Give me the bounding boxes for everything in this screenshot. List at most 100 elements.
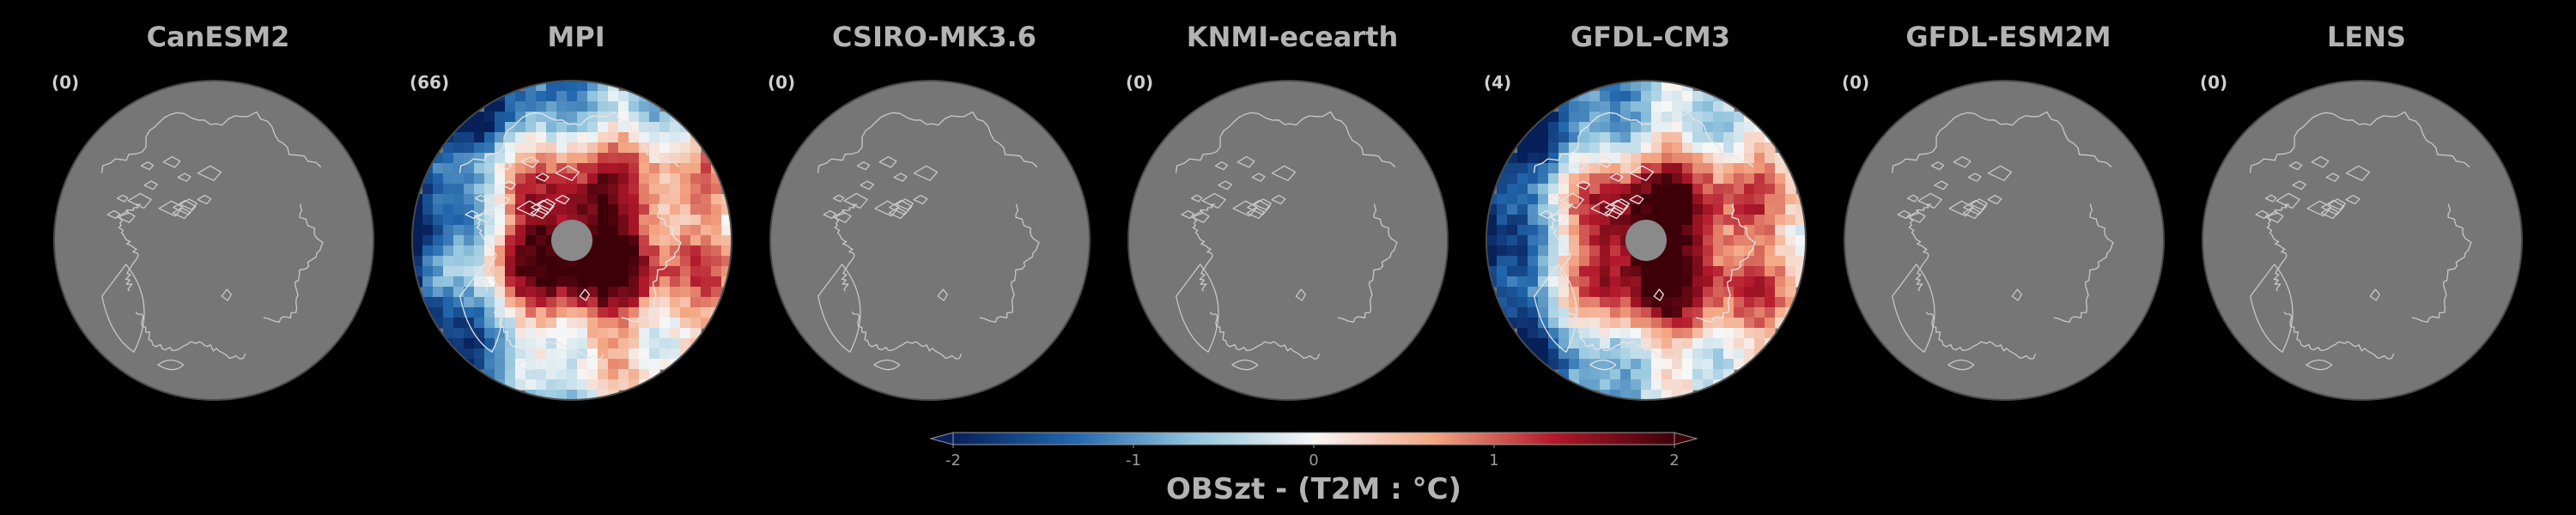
anomaly-cell xyxy=(1528,266,1539,277)
anomaly-cell xyxy=(474,173,485,185)
anomaly-cell xyxy=(618,338,629,349)
coastline xyxy=(1605,199,1629,215)
anomaly-cell xyxy=(1672,318,1683,329)
anomaly-cell xyxy=(659,122,671,133)
colorbar: -2 -1 0 1 2 OBSzt - (T2M : °C) xyxy=(927,427,1700,513)
anomaly-cell xyxy=(618,307,629,318)
coastline xyxy=(1176,264,1219,353)
anomaly-cell xyxy=(1713,101,1724,112)
anomaly-cell xyxy=(495,307,506,318)
anomaly-cell xyxy=(556,297,568,308)
anomaly-cell xyxy=(1610,266,1621,277)
anomaly-cell xyxy=(1600,266,1611,277)
anomaly-cell xyxy=(556,153,568,164)
anomaly-cell xyxy=(1662,142,1673,154)
coastline xyxy=(913,194,928,205)
anomaly-cell xyxy=(1672,235,1683,246)
anomaly-cell xyxy=(433,204,444,215)
anomaly-cell xyxy=(536,194,547,205)
anomaly-cell xyxy=(1631,276,1642,288)
anomaly-cell xyxy=(515,318,526,329)
coastline xyxy=(1953,155,1971,168)
anomaly-cell xyxy=(1579,153,1590,164)
pole-hole xyxy=(1625,220,1667,261)
anomaly-cell xyxy=(515,132,526,143)
anomaly-cell xyxy=(1713,338,1724,349)
panel-title: GFDL-ESM2M xyxy=(1905,21,2111,53)
anomaly-cell xyxy=(1795,266,1806,277)
anomaly-cell xyxy=(629,318,640,329)
anomaly-cell xyxy=(701,204,712,215)
anomaly-cell xyxy=(1548,338,1559,349)
coastline xyxy=(1892,264,1935,353)
anomaly-cell xyxy=(1620,379,1631,391)
anomaly-cell xyxy=(484,287,495,298)
anomaly-cell xyxy=(1569,369,1580,380)
anomaly-cell xyxy=(1641,328,1652,339)
anomaly-cell xyxy=(1651,307,1662,318)
anomaly-cell xyxy=(1538,245,1549,257)
anomaly-cell xyxy=(515,276,526,288)
anomaly-cell xyxy=(1651,142,1662,154)
anomaly-cell xyxy=(701,256,712,267)
coastline xyxy=(140,161,155,171)
anomaly-cell xyxy=(1692,318,1704,329)
anomaly-cell xyxy=(680,307,691,318)
anomaly-cell xyxy=(556,132,568,143)
anomaly-cell xyxy=(546,287,557,298)
anomaly-cell xyxy=(1744,142,1755,154)
anomaly-cell xyxy=(464,163,475,174)
anomaly-cell xyxy=(1754,348,1765,360)
anomaly-cell xyxy=(1734,225,1745,236)
coastline xyxy=(1209,311,1321,360)
anomaly-cell xyxy=(659,328,671,339)
colorbar-tick-label: 1 xyxy=(1489,451,1498,470)
anomaly-cell xyxy=(1765,287,1776,298)
anomaly-cell xyxy=(536,101,547,112)
anomaly-cell xyxy=(690,266,702,277)
anomaly-cell xyxy=(567,359,578,370)
anomaly-cell xyxy=(526,379,537,391)
anomaly-cell xyxy=(598,328,609,339)
anomaly-cell xyxy=(443,204,454,215)
anomaly-cell xyxy=(1754,276,1765,288)
anomaly-cell xyxy=(1775,287,1786,298)
anomaly-cell xyxy=(1692,297,1704,308)
anomaly-cell xyxy=(1631,142,1642,154)
anomaly-cell xyxy=(1692,142,1704,154)
anomaly-cell xyxy=(659,359,671,370)
anomaly-cell xyxy=(1713,225,1724,236)
anomaly-cell xyxy=(1713,276,1724,288)
anomaly-cell xyxy=(1765,163,1776,174)
anomaly-cell xyxy=(1703,307,1714,318)
anomaly-cell xyxy=(443,173,454,185)
anomaly-cell xyxy=(443,297,454,308)
anomaly-cell xyxy=(567,369,578,380)
anomaly-cell xyxy=(608,338,619,349)
coastline xyxy=(1214,161,1229,171)
anomaly-cell xyxy=(505,318,516,329)
anomaly-cell xyxy=(1579,112,1590,123)
anomaly-cell xyxy=(659,163,671,174)
anomaly-cell xyxy=(1703,318,1714,329)
anomaly-cell xyxy=(1754,215,1765,226)
anomaly-cell xyxy=(1569,359,1580,370)
anomaly-cell xyxy=(1651,266,1662,277)
anomaly-cell xyxy=(474,132,485,143)
anomaly-cell xyxy=(639,163,650,174)
anomaly-cell xyxy=(639,256,650,267)
anomaly-cell xyxy=(639,235,650,246)
anomaly-cell xyxy=(484,256,495,267)
anomaly-cell xyxy=(690,235,702,246)
anomaly-cell xyxy=(1713,204,1724,215)
anomaly-cell xyxy=(711,245,722,257)
coastline xyxy=(1247,199,1271,215)
anomaly-cell xyxy=(1692,245,1704,257)
coastline xyxy=(893,173,908,182)
anomaly-cell xyxy=(608,91,619,102)
anomaly-cell xyxy=(680,348,691,360)
anomaly-cell xyxy=(505,153,516,164)
anomaly-cell xyxy=(1785,204,1796,215)
anomaly-cell xyxy=(1579,142,1590,154)
anomaly-cell xyxy=(495,348,506,360)
